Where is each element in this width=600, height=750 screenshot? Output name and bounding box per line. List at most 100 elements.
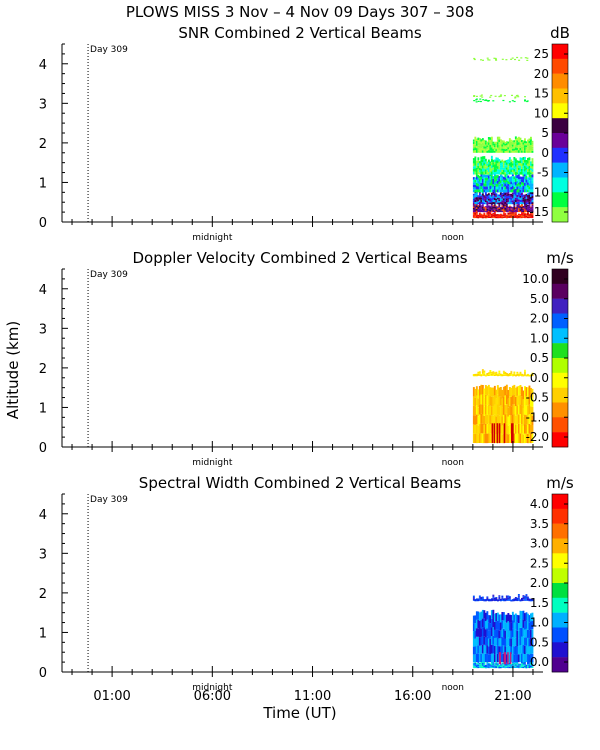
heatmap-cell (505, 175, 508, 179)
heatmap-cell (524, 599, 526, 600)
heatmap-cell (484, 666, 487, 668)
heatmap-cell (504, 217, 507, 218)
heatmap-cell (486, 203, 489, 206)
heatmap-cell (480, 664, 483, 666)
heatmap-cell (490, 662, 493, 664)
heatmap-cell (493, 404, 496, 415)
heatmap-cell (478, 163, 481, 166)
heatmap-cell (519, 209, 522, 211)
heatmap-cell (472, 638, 475, 647)
heatmap-cell (531, 598, 534, 600)
heatmap-cell (481, 162, 484, 166)
heatmap-cell (487, 167, 490, 170)
heatmap-cell (502, 205, 505, 207)
heatmap-cell (504, 143, 507, 146)
heatmap-cell (477, 619, 480, 629)
colorbar-segment (552, 192, 568, 208)
heatmap-cell (516, 186, 519, 190)
heatmap-cell (495, 216, 498, 218)
heatmap-cell (505, 614, 508, 623)
heatmap-cell (505, 203, 508, 206)
heatmap-cell (528, 177, 531, 181)
heatmap-cell (519, 171, 522, 175)
heatmap-cell (483, 618, 486, 628)
heatmap-cell (493, 597, 496, 599)
heatmap-cell (522, 159, 525, 163)
heatmap-cell (480, 197, 483, 200)
heatmap-cell (477, 611, 480, 620)
heatmap-cell (480, 141, 483, 144)
heatmap-cell (516, 169, 519, 173)
heatmap-cell (486, 217, 489, 219)
heatmap-cell (477, 207, 480, 209)
heatmap-cell (492, 396, 495, 407)
heatmap-cell (490, 375, 493, 376)
heatmap-cell (516, 600, 519, 602)
heatmap-cell (498, 144, 501, 148)
heatmap-cell (475, 173, 478, 177)
heatmap-cell (502, 140, 505, 143)
heatmap-cell (492, 636, 495, 645)
heatmap-cell (516, 646, 519, 655)
heatmap-cell (502, 210, 505, 213)
heatmap-cell (505, 394, 508, 405)
heatmap-cell (495, 389, 498, 399)
heatmap-cell (474, 139, 477, 143)
heatmap-cell (522, 197, 525, 200)
heatmap-cell (527, 200, 529, 203)
heatmap-cell (505, 200, 508, 203)
heatmap-cell (481, 423, 484, 434)
heatmap-cell (480, 598, 483, 600)
heatmap-cell (521, 373, 523, 375)
heatmap-cell (495, 157, 498, 161)
heatmap-cell (517, 395, 520, 405)
heatmap-cell (493, 375, 496, 376)
heatmap-cell (488, 59, 491, 61)
heatmap-cell (486, 395, 489, 406)
heatmap-cell (504, 405, 507, 415)
heatmap-cell (478, 612, 481, 621)
heatmap-cell (473, 95, 476, 97)
heatmap-cell (472, 663, 475, 665)
heatmap-cell (502, 167, 505, 170)
heatmap-cell (489, 176, 492, 180)
heatmap-cell (524, 196, 526, 198)
heatmap-cell (517, 646, 520, 655)
heatmap-cell (528, 148, 531, 151)
heatmap-cell (498, 205, 501, 208)
heatmap-cell (489, 370, 492, 371)
heatmap-cell (516, 206, 519, 208)
heatmap-cell (480, 146, 483, 149)
heatmap-cell (474, 216, 477, 219)
heatmap-cell (486, 183, 489, 187)
heatmap-cell (516, 189, 519, 193)
heatmap-cell (517, 214, 520, 216)
heatmap-cell (517, 667, 520, 669)
heatmap-cell (492, 178, 495, 182)
heatmap-cell (502, 405, 505, 415)
heatmap-cell (495, 629, 498, 638)
heatmap-cell (490, 144, 493, 148)
y-tick-label: 4 (39, 283, 47, 298)
heatmap-cell (530, 139, 532, 143)
heatmap-cell (498, 638, 501, 647)
heatmap-cell (525, 665, 528, 667)
heatmap-cell (472, 144, 475, 147)
heatmap-cell (510, 622, 513, 631)
heatmap-cell (477, 664, 480, 666)
heatmap-cell (472, 210, 475, 213)
heatmap-cell (478, 184, 481, 187)
heatmap-cell (501, 407, 504, 417)
heatmap-cell (522, 179, 525, 183)
heatmap-cell (505, 192, 508, 195)
heatmap-cell (477, 215, 480, 217)
heatmap-cell (502, 370, 505, 372)
heatmap-cell (498, 172, 501, 175)
heatmap-cell (492, 406, 495, 416)
heatmap-cell (525, 182, 528, 186)
heatmap-cell (521, 144, 523, 147)
heatmap-cell (481, 599, 484, 601)
heatmap-cell (511, 645, 514, 654)
day-marker-label: Day 309 (90, 270, 128, 280)
heatmap-cell (505, 216, 508, 218)
